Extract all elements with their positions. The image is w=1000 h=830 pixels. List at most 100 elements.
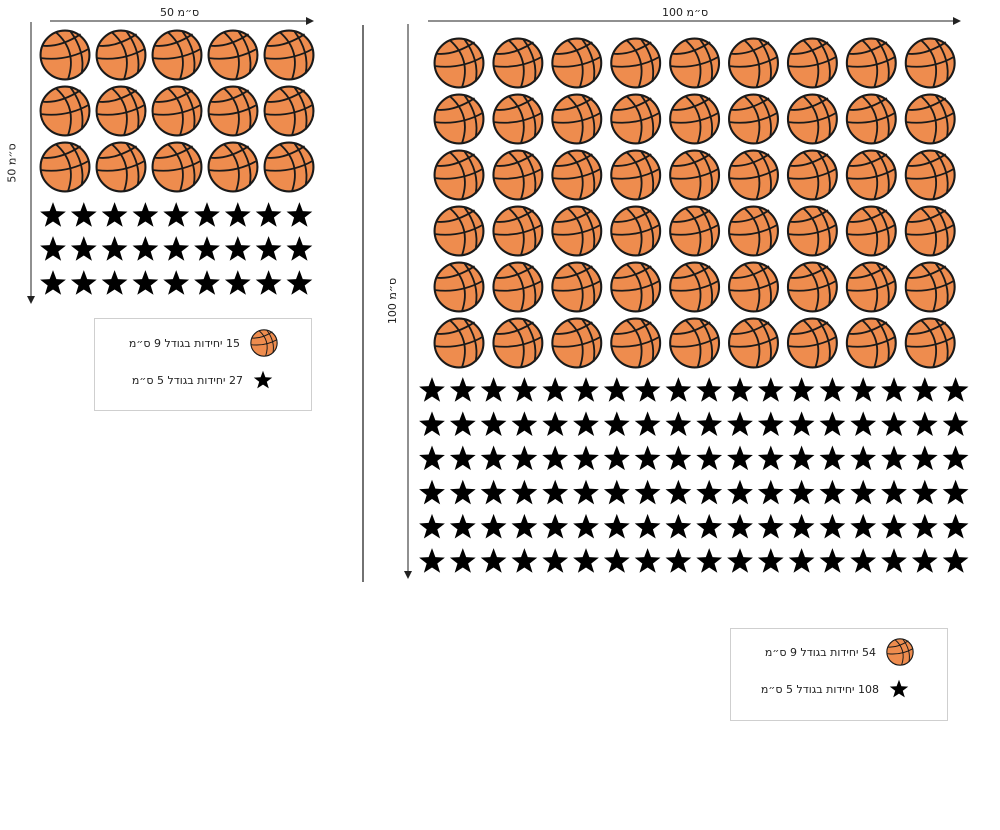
star-icon [788, 513, 815, 539]
basketball-icon [728, 37, 779, 89]
basketball-icon [904, 261, 956, 313]
basketball-icon [669, 261, 721, 313]
large-star-grid [419, 377, 969, 573]
basketball-icon [845, 93, 897, 145]
basketball-icon [728, 205, 779, 257]
basketball-icon [39, 141, 91, 193]
star-icon [665, 479, 692, 505]
star-icon [194, 236, 220, 261]
star-icon [480, 479, 507, 505]
basketball-icon [151, 85, 203, 137]
star-icon [511, 513, 538, 539]
basketball-icon [263, 141, 315, 193]
basketball-icon [551, 37, 603, 89]
star-icon [40, 202, 66, 227]
basketball-icon [492, 317, 544, 369]
basketball-icon [551, 93, 603, 145]
star-icon [132, 236, 159, 261]
star-icon [40, 236, 66, 261]
legend-label: 54 יחידות בגודל 9 ס״מ [764, 645, 876, 659]
large-legend: 54 יחידות בגודל 9 ס״מ 108 יחידות בגודל 5… [730, 628, 948, 721]
star-icon [603, 548, 630, 573]
large-legend-star-row: 108 יחידות בגודל 5 ס״מ [761, 675, 909, 703]
star-icon [881, 377, 907, 402]
star-icon [911, 445, 938, 471]
basketball-icon [845, 261, 897, 313]
star-icon [696, 445, 723, 471]
star-icon [819, 445, 846, 471]
basketball-icon [433, 149, 485, 201]
basketball-icon [610, 317, 662, 369]
small-legend-ball-row: 15 יחידות בגודל 9 ס״מ [129, 329, 278, 357]
basketball-icon [492, 37, 544, 89]
star-icon [911, 548, 938, 573]
star-icon [665, 377, 692, 402]
star-icon [101, 270, 128, 295]
star-icon [419, 513, 445, 539]
star-icon [194, 202, 220, 227]
star-icon [603, 411, 630, 436]
star-icon [542, 548, 569, 573]
star-icon [757, 445, 784, 471]
basketball-icon [610, 261, 662, 313]
star-icon [70, 202, 97, 227]
basketball-icon [728, 149, 779, 201]
star-icon [511, 377, 538, 402]
star-icon [696, 377, 723, 402]
large-legend-ball-row: 54 יחידות בגודל 9 ס״מ [765, 638, 914, 666]
star-icon [665, 548, 692, 573]
small-ball-grid [39, 29, 315, 193]
star-icon [634, 479, 661, 505]
basketball-icon [492, 261, 544, 313]
star-icon [788, 479, 815, 505]
star-icon [850, 513, 877, 539]
basketball-icon [610, 205, 662, 257]
star-icon [163, 270, 190, 295]
star-icon [727, 377, 753, 402]
star-icon [480, 548, 507, 573]
basketball-icon [904, 317, 956, 369]
star-icon [70, 270, 97, 295]
star-icon [727, 548, 753, 573]
basketball-icon [207, 29, 259, 81]
basketball-icon [39, 85, 91, 137]
star-icon [942, 377, 969, 402]
star-icon [881, 445, 907, 471]
star-icon [542, 479, 569, 505]
large-width-label: 100 ס״מ [662, 6, 709, 19]
star-icon [850, 377, 877, 402]
basketball-icon [845, 37, 897, 89]
basketball-icon [433, 261, 485, 313]
basketball-icon [610, 149, 662, 201]
star-icon [286, 270, 313, 295]
star-icon [542, 513, 569, 539]
star-icon [788, 377, 815, 402]
star-icon [788, 445, 815, 471]
star-icon [573, 513, 599, 539]
star-icon [819, 548, 846, 573]
star-icon [757, 411, 784, 436]
star-icon [419, 548, 445, 573]
basketball-icon [95, 85, 147, 137]
basketball-icon [904, 205, 956, 257]
small-star-grid [40, 202, 313, 295]
basketball-icon [669, 149, 721, 201]
basketball-icon [845, 317, 897, 369]
basketball-icon [95, 141, 147, 193]
basketball-icon [250, 329, 278, 357]
small-panel [27, 17, 315, 304]
star-icon [911, 411, 938, 436]
basketball-icon [669, 317, 721, 369]
legend-label: 27 יחידות בגודל 5 ס״מ [131, 373, 243, 387]
star-icon [449, 513, 476, 539]
basketball-icon [786, 37, 838, 89]
star-icon [255, 236, 282, 261]
basketball-icon [492, 149, 544, 201]
star-icon [881, 411, 907, 436]
basketball-icon [207, 141, 259, 193]
star-icon [757, 479, 784, 505]
star-icon [573, 411, 599, 436]
basketball-icon [551, 317, 603, 369]
star-icon [850, 479, 877, 505]
basketball-icon [728, 93, 779, 145]
